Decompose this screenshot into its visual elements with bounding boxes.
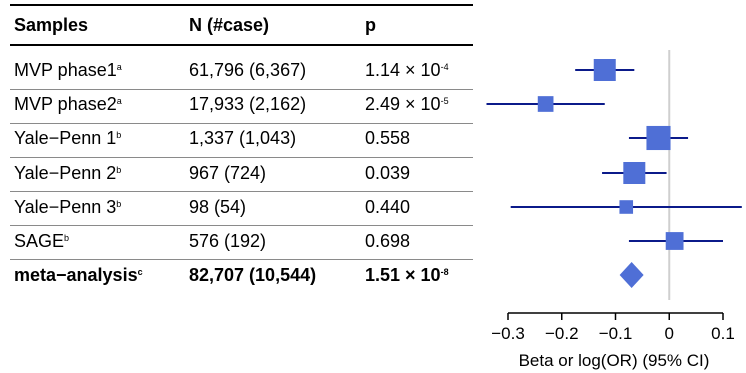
row-n-cases: 17,933 (2,162) bbox=[189, 94, 307, 114]
estimate-box bbox=[623, 162, 646, 184]
row-divider bbox=[10, 157, 473, 158]
sample-name: MVP phase1 bbox=[14, 60, 117, 80]
x-tick-label: −0.2 bbox=[545, 324, 579, 343]
row-n-cases: 576 (192) bbox=[189, 231, 267, 251]
row-sample: meta−analysisc bbox=[14, 265, 143, 285]
p-value-base: 1.14 × 10 bbox=[365, 60, 441, 80]
row-sample: MVP phase1a bbox=[14, 60, 122, 80]
sample-footnote: a bbox=[116, 96, 122, 106]
sample-footnote: b bbox=[116, 165, 122, 175]
estimate-box bbox=[646, 125, 671, 151]
x-tick-label: 0 bbox=[665, 324, 674, 343]
row-p-value: 0.698 bbox=[365, 231, 410, 251]
row-n-cases: 61,796 (6,367) bbox=[189, 60, 307, 80]
header-p: p bbox=[365, 15, 376, 35]
row-n-cases: 967 (724) bbox=[189, 163, 267, 183]
row-n-cases: 82,707 (10,544) bbox=[189, 265, 317, 285]
header-samples: Samples bbox=[14, 15, 89, 35]
row-divider bbox=[10, 89, 473, 90]
sample-footnote: c bbox=[137, 267, 143, 277]
p-value-exponent: -4 bbox=[440, 62, 449, 72]
p-value-base: 2.49 × 10 bbox=[365, 94, 441, 114]
sample-name: MVP phase2 bbox=[14, 94, 117, 114]
row-divider bbox=[10, 191, 473, 192]
table-top-rule bbox=[10, 4, 473, 6]
header-rule bbox=[10, 44, 473, 46]
row-p-value: 1.51 × 10-8 bbox=[365, 265, 449, 285]
sample-footnote: a bbox=[116, 62, 122, 72]
row-sample: SAGEb bbox=[14, 231, 69, 251]
sample-footnote: b bbox=[116, 130, 122, 140]
p-value-base: 0.698 bbox=[365, 231, 411, 251]
row-p-value: 0.558 bbox=[365, 128, 410, 148]
row-n-cases: 1,337 (1,043) bbox=[189, 128, 297, 148]
header-n-cases: N (#case) bbox=[189, 15, 270, 35]
row-sample: Yale−Penn 1b bbox=[14, 128, 121, 148]
p-value-base: 0.558 bbox=[365, 128, 411, 148]
sample-footnote: b bbox=[64, 233, 70, 243]
sample-name: meta−analysis bbox=[14, 265, 138, 285]
row-p-value: 0.440 bbox=[365, 197, 410, 217]
x-tick-label: 0.1 bbox=[711, 324, 735, 343]
p-value-base: 1.51 × 10 bbox=[365, 265, 441, 285]
row-p-value: 0.039 bbox=[365, 163, 410, 183]
row-sample: MVP phase2a bbox=[14, 94, 122, 114]
sample-name: Yale−Penn 1 bbox=[14, 128, 117, 148]
x-tick-label: −0.3 bbox=[491, 324, 525, 343]
estimate-box bbox=[537, 96, 554, 112]
p-value-base: 0.440 bbox=[365, 197, 411, 217]
row-p-value: 1.14 × 10-4 bbox=[365, 60, 449, 80]
row-divider bbox=[10, 259, 473, 260]
sample-name: SAGE bbox=[14, 231, 65, 251]
estimate-box bbox=[619, 200, 634, 214]
summary-diamond bbox=[619, 262, 644, 288]
estimate-box bbox=[593, 59, 616, 81]
row-divider bbox=[10, 123, 473, 124]
estimate-box bbox=[665, 232, 684, 250]
sample-footnote: b bbox=[116, 199, 122, 209]
row-sample: Yale−Penn 2b bbox=[14, 163, 121, 183]
sample-name: Yale−Penn 3 bbox=[14, 197, 117, 217]
sample-name: Yale−Penn 2 bbox=[14, 163, 117, 183]
row-p-value: 2.49 × 10-5 bbox=[365, 94, 449, 114]
p-value-base: 0.039 bbox=[365, 163, 411, 183]
x-axis-label: Beta or log(OR) (95% CI) bbox=[519, 351, 710, 370]
x-tick-label: −0.1 bbox=[599, 324, 633, 343]
row-divider bbox=[10, 225, 473, 226]
p-value-exponent: -8 bbox=[440, 267, 449, 277]
row-n-cases: 98 (54) bbox=[189, 197, 247, 217]
row-sample: Yale−Penn 3b bbox=[14, 197, 121, 217]
p-value-exponent: -5 bbox=[440, 96, 449, 106]
